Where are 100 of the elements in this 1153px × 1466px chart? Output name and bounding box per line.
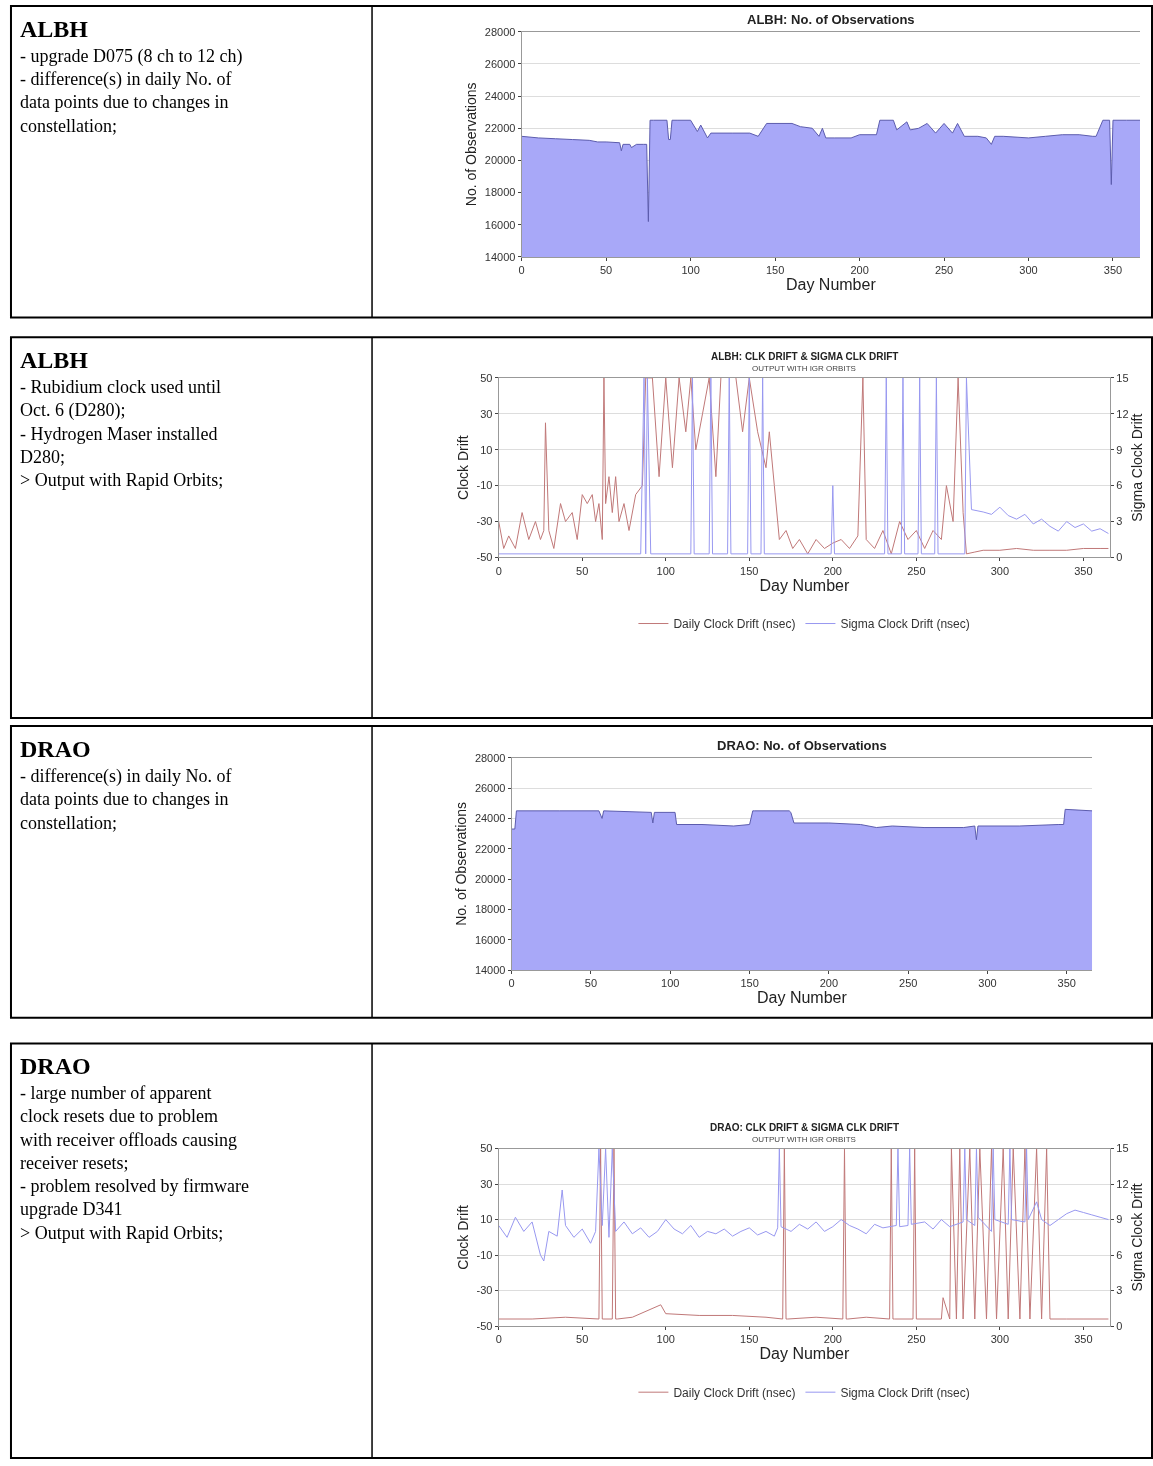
y2-tick-label: 6 — [1116, 479, 1123, 492]
chart-title: ALBH: CLK DRIFT & SIGMA CLK DRIFT — [711, 351, 899, 362]
x-tick-label: 50 — [600, 264, 613, 277]
y-tick-label: 22000 — [474, 842, 506, 855]
y-tick-label: -10 — [476, 1248, 493, 1261]
x-tick-label: 350 — [1074, 564, 1093, 577]
chart-subtitle: OUTPUT WITH IGR ORBITS — [752, 1135, 856, 1144]
y2-tick-label: 15 — [1116, 1142, 1129, 1155]
x-tick-label: 0 — [495, 1333, 502, 1346]
y-tick-label: 20000 — [474, 872, 506, 885]
y-tick-label: -30 — [476, 515, 493, 528]
legend-label: Daily Clock Drift (nsec) — [673, 1385, 796, 1400]
y-tick-label: 30 — [480, 1177, 493, 1190]
text: > Output with Rapid Orbits; — [20, 1223, 224, 1243]
x-tick-label: 50 — [576, 564, 589, 577]
y2-tick-label: 9 — [1116, 1213, 1123, 1226]
y-tick-label: 14000 — [474, 963, 506, 976]
x-tick-label: 350 — [1103, 264, 1123, 277]
y-tick-label: 18000 — [474, 903, 506, 916]
x-tick-label: 200 — [823, 1333, 842, 1346]
x-axis-title: Day Number — [757, 989, 848, 1007]
x-tick-label: 150 — [740, 564, 759, 577]
y-tick-label: 10 — [480, 1213, 493, 1226]
y-tick-label: 28000 — [474, 751, 506, 764]
x-tick-label: 100 — [656, 1333, 675, 1346]
x-tick-label: 200 — [823, 564, 842, 577]
y-axis-title: No. of Observations — [453, 802, 470, 926]
x-tick-label: 250 — [934, 264, 954, 277]
y-tick-label: -10 — [476, 479, 493, 492]
y2-tick-label: 12 — [1116, 1177, 1129, 1190]
text: - difference(s) in daily No. of data points due to changes in constellation; — [20, 766, 232, 833]
text: DRAO — [20, 736, 91, 762]
text: ALBH — [20, 347, 89, 373]
y-tick-label: 24000 — [474, 812, 506, 825]
text: - Hydrogen Maser installed D280; — [20, 424, 218, 468]
x-tick-label: 300 — [1019, 264, 1038, 277]
y-tick-label: 26000 — [484, 57, 516, 70]
text: - Rubidium clock used until Oct. 6 (D280); — [20, 377, 221, 422]
y-tick-label: 18000 — [484, 186, 516, 199]
y2-tick-label: 3 — [1116, 515, 1123, 528]
text: - upgrade D075 (8 ch to 12 ch) — [20, 46, 243, 67]
legend-label: Sigma Clock Drift (nsec) — [840, 1385, 970, 1400]
text: ALBH — [20, 16, 89, 42]
x-tick-label: 350 — [1057, 977, 1076, 990]
y-tick-label: 16000 — [474, 933, 506, 946]
x-tick-label: 50 — [584, 977, 598, 990]
y2-tick-label: 3 — [1116, 1284, 1123, 1297]
chart-title: DRAO: No. of Observations — [717, 738, 887, 753]
x-tick-label: 150 — [740, 1333, 759, 1346]
x-tick-label: 300 — [990, 564, 1010, 577]
line-series — [498, 1148, 1109, 1262]
x-tick-label: 200 — [819, 977, 839, 990]
y-tick-label: 24000 — [484, 89, 516, 102]
y-axis-title: Clock Drift — [455, 435, 472, 500]
y2-tick-label: 12 — [1116, 407, 1129, 420]
y-axis-title: No. of Observations — [463, 82, 480, 207]
y2-tick-label: 9 — [1116, 443, 1123, 456]
x-tick-label: 150 — [740, 977, 759, 990]
x-tick-label: 200 — [850, 264, 869, 277]
y-tick-label: -50 — [476, 551, 493, 564]
chart-title: DRAO: CLK DRIFT & SIGMA CLK DRIFT — [710, 1122, 900, 1133]
y-tick-label: -30 — [476, 1284, 493, 1297]
x-tick-label: 100 — [656, 564, 675, 577]
y-tick-label: 50 — [480, 1142, 493, 1155]
y-tick-label: 50 — [480, 371, 493, 384]
y-tick-label: 20000 — [484, 154, 516, 167]
y-axis-title: Clock Drift — [455, 1204, 472, 1270]
x-tick-label: 0 — [518, 264, 525, 277]
x-tick-label: 0 — [508, 977, 515, 990]
y-tick-label: 30 — [480, 407, 493, 420]
y2-axis-title: Sigma Clock Drift — [1128, 1183, 1145, 1292]
legend-label: Daily Clock Drift (nsec) — [673, 617, 796, 632]
chart-title: ALBH: No. of Observations — [747, 12, 915, 27]
y2-tick-label: 0 — [1116, 1319, 1123, 1332]
x-tick-label: 250 — [899, 977, 918, 990]
x-tick-label: 0 — [495, 564, 502, 577]
x-tick-label: 350 — [1074, 1333, 1093, 1346]
legend-label: Sigma Clock Drift (nsec) — [840, 617, 970, 632]
x-tick-label: 100 — [681, 264, 700, 277]
y2-tick-label: 0 — [1116, 551, 1123, 564]
x-tick-label: 250 — [907, 1333, 926, 1346]
x-tick-label: 250 — [907, 564, 926, 577]
x-axis-title: Day Number — [759, 1345, 850, 1363]
text: DRAO — [20, 1053, 91, 1079]
text: > Output with Rapid Orbits; — [20, 470, 224, 490]
text: - large number of apparent clock resets due to problem with receiver offloads causing receiver resets; — [20, 1083, 238, 1174]
chart-subtitle: OUTPUT WITH IGR ORBITS — [752, 364, 856, 373]
y-tick-label: 28000 — [484, 25, 516, 38]
y-tick-label: 16000 — [484, 218, 516, 231]
line-series — [498, 1148, 1109, 1320]
x-axis-title: Day Number — [785, 276, 877, 294]
y-tick-label: 14000 — [484, 250, 516, 263]
y-tick-label: 22000 — [484, 122, 516, 135]
x-tick-label: 150 — [765, 264, 785, 277]
y2-tick-label: 15 — [1116, 371, 1129, 384]
x-axis-title: Day Number — [759, 576, 850, 594]
y-tick-label: -50 — [476, 1319, 493, 1332]
y2-tick-label: 6 — [1116, 1248, 1123, 1261]
x-tick-label: 100 — [661, 977, 680, 990]
y-tick-label: 10 — [480, 443, 493, 456]
